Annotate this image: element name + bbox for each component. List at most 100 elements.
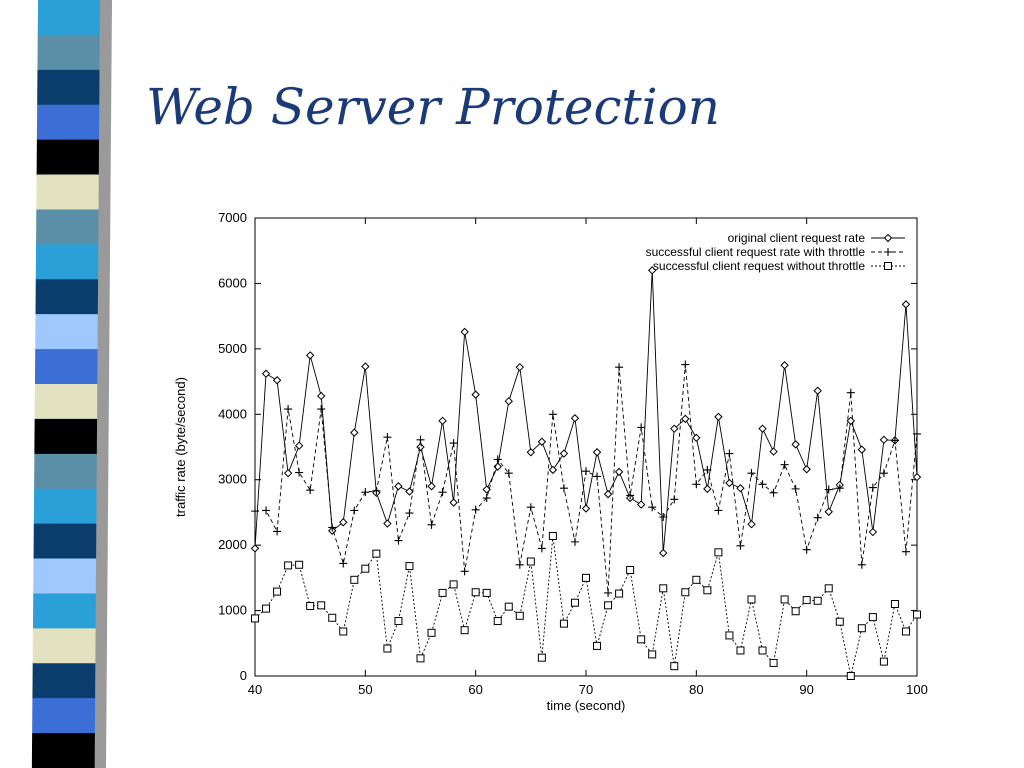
data-point bbox=[581, 504, 591, 513]
data-point bbox=[747, 519, 756, 529]
data-point bbox=[802, 545, 811, 554]
data-point bbox=[879, 469, 888, 478]
data-point bbox=[670, 495, 679, 504]
data-point bbox=[857, 445, 867, 454]
data-point bbox=[272, 376, 282, 385]
data-point bbox=[482, 588, 491, 597]
data-point bbox=[636, 500, 646, 509]
data-point bbox=[670, 662, 679, 671]
data-point bbox=[769, 488, 778, 497]
data-point bbox=[493, 617, 502, 626]
data-point bbox=[681, 414, 690, 424]
data-point bbox=[846, 388, 855, 397]
x-tick-label: 70 bbox=[579, 682, 593, 697]
data-point bbox=[350, 428, 359, 437]
stripe-block bbox=[35, 314, 98, 350]
data-point bbox=[857, 560, 866, 569]
series-line bbox=[254, 364, 918, 593]
data-point bbox=[890, 600, 899, 609]
data-point bbox=[548, 410, 557, 419]
series-2 bbox=[251, 531, 921, 680]
data-point bbox=[692, 480, 701, 489]
data-point bbox=[328, 523, 337, 532]
stripe-block bbox=[34, 384, 98, 420]
data-point bbox=[846, 672, 855, 680]
data-point bbox=[273, 527, 282, 536]
data-point bbox=[284, 561, 293, 570]
data-point bbox=[449, 439, 458, 448]
data-point bbox=[339, 559, 348, 568]
data-point bbox=[758, 646, 767, 655]
data-point bbox=[659, 584, 668, 593]
data-point bbox=[559, 449, 569, 458]
stripe-block bbox=[34, 453, 97, 490]
legend-marker bbox=[884, 248, 892, 256]
data-point bbox=[802, 465, 811, 474]
data-point bbox=[780, 460, 789, 469]
data-point bbox=[295, 468, 304, 477]
data-point bbox=[592, 448, 602, 457]
data-point bbox=[460, 567, 469, 576]
data-point bbox=[879, 435, 889, 445]
data-point bbox=[427, 520, 436, 529]
data-point bbox=[427, 628, 436, 637]
series-1 bbox=[251, 360, 921, 597]
chart-svg: 40 50 60 70 80 90 1000100020003000400050006000… bbox=[173, 210, 928, 713]
data-point bbox=[626, 491, 635, 500]
series-line bbox=[254, 535, 918, 677]
stripe-block bbox=[36, 139, 100, 176]
series-0 bbox=[250, 266, 922, 558]
data-point bbox=[394, 617, 403, 626]
data-point bbox=[824, 507, 833, 516]
decorative-stripe-svg bbox=[31, 0, 112, 768]
stripe-block bbox=[37, 34, 100, 71]
x-tick-label: 90 bbox=[799, 682, 813, 697]
data-point bbox=[901, 627, 910, 636]
data-point bbox=[427, 482, 436, 491]
x-tick-label: 50 bbox=[358, 682, 372, 697]
data-point bbox=[813, 596, 822, 605]
data-point bbox=[582, 467, 590, 476]
legend-marker bbox=[883, 233, 893, 243]
data-point bbox=[261, 369, 271, 378]
x-axis-label: time (second) bbox=[547, 698, 626, 713]
data-point bbox=[913, 429, 921, 438]
data-point bbox=[250, 544, 260, 553]
stripe-block bbox=[36, 174, 99, 210]
data-point bbox=[868, 527, 878, 537]
data-point bbox=[471, 390, 480, 399]
stripe-block bbox=[36, 209, 99, 245]
data-point bbox=[868, 483, 877, 492]
data-point bbox=[460, 626, 469, 635]
stripe-block bbox=[32, 698, 96, 734]
data-point bbox=[780, 595, 789, 604]
data-point bbox=[482, 494, 491, 503]
data-point bbox=[703, 484, 712, 494]
data-point bbox=[736, 646, 745, 655]
data-point bbox=[769, 447, 778, 456]
data-point bbox=[372, 486, 381, 495]
data-point bbox=[537, 653, 546, 662]
data-point bbox=[339, 627, 348, 636]
legend-label: successful client request without thrott… bbox=[653, 259, 865, 273]
stripe-block bbox=[32, 593, 96, 629]
stripe-block bbox=[34, 418, 98, 455]
data-point bbox=[703, 465, 712, 474]
data-point bbox=[604, 601, 613, 610]
data-point bbox=[747, 469, 756, 478]
data-point bbox=[659, 513, 668, 522]
data-point bbox=[725, 449, 734, 458]
data-point bbox=[813, 513, 822, 522]
data-point bbox=[692, 575, 701, 584]
data-point bbox=[824, 485, 833, 494]
data-point bbox=[747, 595, 756, 604]
data-point bbox=[681, 588, 690, 597]
data-point bbox=[714, 506, 723, 515]
data-point bbox=[361, 564, 370, 573]
data-point bbox=[350, 506, 359, 515]
data-point bbox=[725, 631, 734, 640]
stripe-block bbox=[34, 349, 98, 385]
data-point bbox=[438, 588, 447, 597]
data-point bbox=[504, 602, 513, 611]
data-point bbox=[504, 469, 513, 478]
